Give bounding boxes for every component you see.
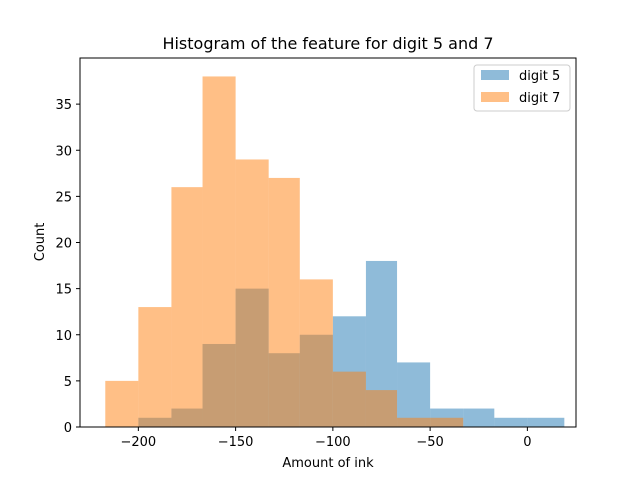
legend-swatch-1 [481, 70, 509, 80]
y-axis-label: Count [33, 223, 48, 262]
y-tick-label: 30 [55, 144, 72, 159]
bar-series-2-bin-9 [365, 390, 398, 427]
x-axis-label: Amount of ink [282, 456, 374, 471]
bar-series-1-bin-11 [463, 408, 495, 427]
y-tick-label: 5 [64, 375, 72, 390]
bar-series-2-bin-1 [105, 380, 139, 427]
bar-series-2-bin-5 [235, 159, 269, 427]
bar-series-1-bin-13 [527, 417, 565, 427]
x-tick-label: −100 [315, 435, 351, 450]
x-tick-label: −150 [218, 435, 254, 450]
legend-label-1: digit 5 [519, 69, 560, 84]
legend-swatch-2 [481, 92, 509, 102]
y-tick-label: 35 [55, 98, 72, 113]
bars-layer [105, 76, 565, 427]
y-tick-label: 0 [64, 421, 72, 436]
legend-label-2: digit 7 [519, 91, 560, 106]
y-tick-label: 15 [55, 283, 72, 298]
bar-series-2-bin-10 [397, 417, 431, 427]
bar-series-2-bin-4 [202, 76, 236, 427]
bar-series-1-bin-12 [494, 417, 528, 427]
bar-series-2-bin-7 [299, 279, 333, 427]
legend: digit 5 digit 7 [473, 64, 571, 112]
x-tick-label: −50 [416, 435, 443, 450]
x-tick-label: −200 [120, 435, 156, 450]
y-tick-label: 10 [55, 329, 72, 344]
bar-series-2-bin-8 [332, 371, 366, 427]
bar-series-2-bin-3 [171, 187, 203, 427]
bar-series-1-bin-9 [397, 362, 431, 427]
y-tick-label: 25 [55, 190, 72, 205]
bar-series-2-bin-11 [430, 417, 464, 427]
chart-title: Histogram of the feature for digit 5 and… [162, 34, 493, 53]
bar-series-2-bin-6 [268, 177, 300, 427]
y-tick-label: 20 [55, 237, 72, 252]
ticks-layer: −200 −150 −100 −50 0 0 5 10 15 20 25 30 35 [55, 98, 531, 450]
x-tick-label: 0 [523, 435, 531, 450]
bar-series-2-bin-2 [138, 307, 172, 427]
